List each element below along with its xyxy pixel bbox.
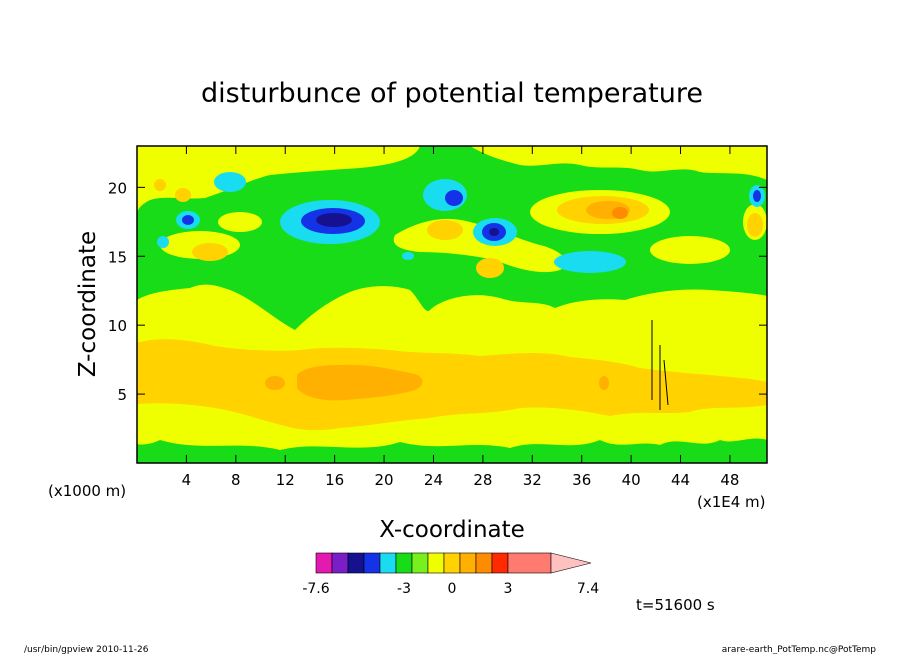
- x-tick-label: 44: [671, 471, 690, 489]
- colorbar-swatch: [427, 552, 445, 574]
- colorbar-label: -7.6: [302, 581, 329, 597]
- colorbar-label: 3: [504, 581, 513, 597]
- x-tick-label: 12: [276, 471, 295, 489]
- contour-region-orange-8: [747, 213, 763, 237]
- contour-region-cyan-5: [214, 172, 246, 192]
- contour-region-yellow-upper-2: [470, 146, 767, 180]
- contour-region-orange-core: [297, 364, 423, 401]
- contour-region-orange-3: [476, 258, 504, 278]
- colorbar-label: 7.4: [577, 581, 599, 597]
- x-tick-label: 40: [622, 471, 641, 489]
- x-unit-left: (x1000 m): [48, 482, 126, 500]
- y-tick-label: 15: [108, 248, 127, 266]
- contour-region-orange-1: [192, 243, 228, 261]
- colorbar-swatch: [347, 552, 365, 574]
- contour-region-blue-5: [489, 228, 499, 236]
- footer-left: /usr/bin/gpview 2010-11-26: [24, 645, 149, 654]
- chart-title: disturbunce of potential temperature: [201, 78, 703, 109]
- colorbar-swatch: [475, 552, 493, 574]
- contour-region-orange-9: [154, 179, 166, 191]
- contour-region-blue-6: [182, 215, 194, 225]
- colorbar-labels: -7.6 -3 0 3 7.4: [302, 581, 599, 597]
- colorbar-swatch: [411, 552, 429, 574]
- contour-fill: [137, 146, 767, 463]
- y-axis-ticks: 5 10 15 20: [108, 179, 767, 404]
- x-tick-label: 48: [720, 471, 739, 489]
- x-tick-label: 32: [523, 471, 542, 489]
- contour-region-orange-small-1: [265, 376, 285, 390]
- colorbar-label: -3: [397, 581, 411, 597]
- contour-region-cyan-9: [402, 252, 414, 260]
- colorbar-swatch: [315, 552, 333, 574]
- y-tick-label: 20: [108, 179, 127, 197]
- colorbar-swatch: [379, 552, 397, 574]
- footer-right: arare-earth_PotTemp.nc@PotTemp: [722, 645, 877, 654]
- y-tick-label: 10: [108, 317, 127, 335]
- contour-region-cyan-4: [554, 251, 626, 273]
- x-axis-label: X-coordinate: [379, 517, 525, 543]
- colorbar-swatch: [459, 552, 477, 574]
- x-tick-label: 16: [325, 471, 344, 489]
- colorbar-label: 0: [448, 581, 457, 597]
- x-tick-label: 36: [572, 471, 591, 489]
- colorbar-swatch: [507, 552, 552, 574]
- contour-region-orange-2: [175, 188, 191, 202]
- contour-region-blue-7: [753, 190, 761, 202]
- contour-region-light-orange: [137, 339, 767, 431]
- x-tick-label: 28: [473, 471, 492, 489]
- colorbar: [315, 552, 592, 574]
- contour-wiggle: [651, 320, 669, 410]
- plot-frame: [136, 145, 768, 464]
- x-tick-label: 20: [375, 471, 394, 489]
- contour-region-yellow-2: [218, 212, 262, 232]
- colorbar-swatch: [331, 552, 349, 574]
- colorbar-extend-arrow: [550, 552, 592, 574]
- x-tick-label: 24: [424, 471, 443, 489]
- x-tick-label: 8: [231, 471, 241, 489]
- y-tick-label: 5: [117, 386, 127, 404]
- x-axis-ticks: 4 8 12 16 20 24 28 32 36 40 44 48: [182, 146, 739, 489]
- colorbar-swatch: [395, 552, 413, 574]
- contour-region-orange-7: [612, 207, 628, 219]
- contour-region-yellow-4: [650, 236, 730, 264]
- colorbar-swatch: [491, 552, 509, 574]
- contour-region-blue-2: [316, 213, 352, 227]
- colorbar-swatch: [363, 552, 381, 574]
- contour-region-yellow-upper-1: [137, 146, 420, 215]
- colorbar-swatch: [443, 552, 461, 574]
- x-tick-label: 4: [182, 471, 192, 489]
- x-unit-right: (x1E4 m): [697, 493, 766, 511]
- contour-region-cyan-7: [157, 236, 169, 248]
- contour-region-blue-3: [445, 190, 463, 206]
- time-label: t=51600 s: [636, 596, 715, 614]
- contour-region-orange-small-2: [599, 376, 609, 390]
- contour-region-orange-4: [427, 220, 463, 240]
- y-axis-label: Z-coordinate: [75, 231, 101, 377]
